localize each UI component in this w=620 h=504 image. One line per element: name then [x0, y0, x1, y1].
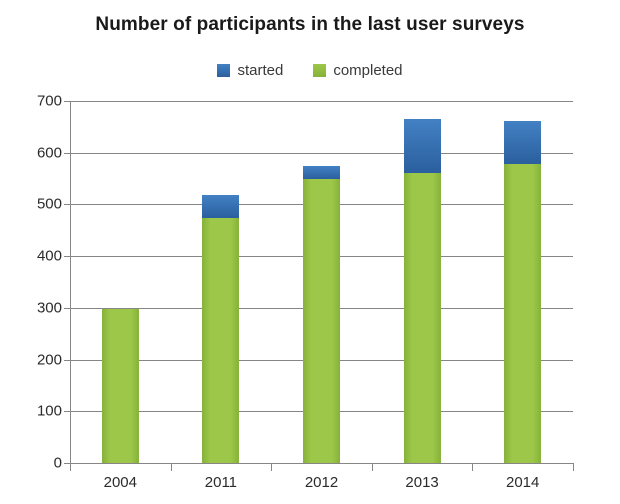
plot-area [70, 101, 573, 464]
y-axis-tick-label: 700 [36, 92, 62, 110]
y-axis-tick [64, 359, 70, 361]
x-axis-tick-label: 2004 [103, 474, 137, 491]
bar-segment-completed[interactable] [303, 179, 340, 463]
y-axis-tick [64, 152, 70, 154]
legend-swatch-started-icon [217, 64, 231, 77]
x-axis-tick-label: 2014 [506, 474, 540, 491]
bar-group[interactable] [303, 101, 340, 463]
y-axis-tick [64, 101, 70, 102]
bar-segment-completed[interactable] [202, 217, 240, 463]
y-axis-line [70, 101, 71, 464]
y-axis-tick-label: 600 [36, 144, 62, 162]
legend-label-started: started [237, 62, 284, 79]
y-axis-tick [64, 411, 70, 413]
x-axis-tick [371, 464, 373, 471]
gridline [70, 101, 573, 102]
legend-item-completed[interactable]: completed [313, 62, 403, 79]
chart-title: Number of participants in the last user … [95, 14, 525, 35]
x-axis-tick [170, 464, 172, 471]
x-axis-tick-label: 2012 [304, 474, 339, 491]
x-axis-tick [573, 464, 574, 471]
bar-segment-completed[interactable] [504, 163, 542, 463]
bar-segment-started[interactable] [303, 166, 340, 180]
bar-group[interactable] [202, 101, 240, 463]
legend-item-started[interactable]: started [217, 63, 283, 78]
x-axis-tick [70, 464, 71, 471]
y-axis-tick [64, 463, 70, 464]
bar-segment-completed[interactable] [403, 172, 441, 463]
x-axis-tick [271, 464, 273, 471]
y-axis-tick-label: 500 [36, 195, 62, 213]
bar-group[interactable] [403, 101, 441, 463]
legend-swatch-completed-icon [313, 64, 327, 77]
y-axis-tick [64, 256, 70, 258]
y-axis-tick-label: 0 [53, 454, 62, 472]
y-axis-labels: 0 100 200 300 400 500 600 700 [0, 0, 62, 504]
y-axis-tick-label: 400 [36, 247, 62, 265]
y-axis-tick-label: 100 [36, 402, 62, 420]
bar-segment-started[interactable] [403, 118, 441, 173]
gridline [70, 463, 573, 464]
bar-segment-started[interactable] [202, 195, 240, 218]
x-axis-tick-label: 2011 [204, 474, 238, 491]
bar-segment-completed[interactable] [101, 308, 139, 463]
x-axis-tick-label: 2013 [405, 474, 439, 491]
bar-segment-started[interactable] [504, 120, 542, 164]
legend-label-completed: completed [333, 62, 403, 79]
y-axis-tick-label: 300 [36, 299, 62, 317]
chart-legend: started completed [0, 63, 620, 78]
y-axis-tick-label: 200 [36, 351, 62, 369]
bar-group[interactable] [504, 101, 542, 463]
gridline [70, 152, 573, 154]
x-axis-tick [472, 464, 474, 471]
bar-group[interactable] [101, 101, 139, 463]
y-axis-tick [64, 204, 70, 206]
y-axis-tick [64, 307, 70, 309]
